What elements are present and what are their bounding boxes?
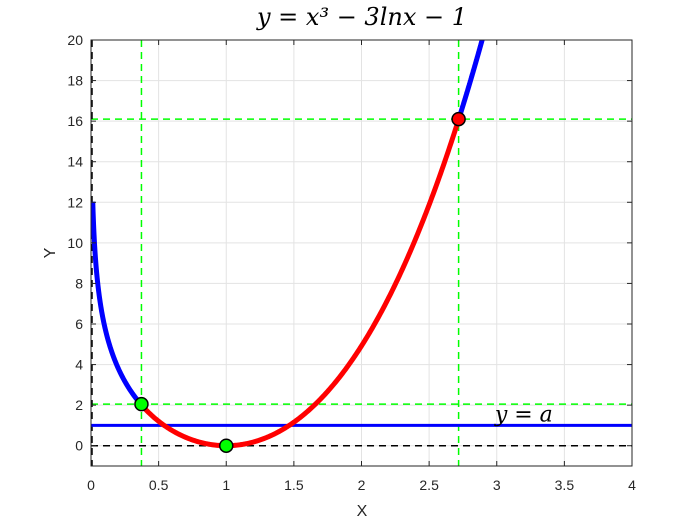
x-tick-label: 3.5 [555,477,575,493]
chart-title: y = x³ − 3lnx − 1 [256,3,467,31]
ticks [90,39,633,466]
reference-lines [91,40,632,466]
y-tick-label: 16 [67,113,83,129]
y-tick-label: 6 [75,316,83,332]
y-tick-label: 8 [75,275,83,291]
curves [91,40,632,449]
x-tick-label: 2.5 [419,477,439,493]
x-tick-label: 1 [222,477,230,493]
x-tick-label: 1.5 [284,477,304,493]
y-tick-label: 2 [75,397,83,413]
tick-labels: 0 0.5 1 1.5 2 2.5 3 3.5 4 0 2 4 6 8 10 12 14 16 18 20 [67,32,636,493]
curve-segment [456,40,485,122]
x-tick-label: 0.5 [149,477,169,493]
x-axis-label: X [357,503,368,520]
y-tick-label: 12 [67,194,83,210]
x-tick-label: 4 [628,477,636,493]
data-point [451,111,466,127]
data-point [134,396,149,412]
y-tick-label: 10 [67,235,83,251]
y-tick-label: 4 [75,357,83,373]
y-tick-label: 20 [67,32,83,48]
y-tick-label: 18 [67,73,83,89]
y-axis-label: Y [42,247,59,258]
annotations: y = a [494,402,553,427]
x-tick-label: 0 [87,477,95,493]
data-point [219,438,234,453]
markers [134,111,466,453]
x-tick-label: 3 [493,477,501,493]
x-tick-label: 2 [358,477,366,493]
curve-segment [139,118,461,449]
curve-segment [91,201,144,408]
annotation-label: y = a [494,402,553,427]
y-tick-label: 14 [67,154,83,170]
y-tick-label: 0 [75,438,83,454]
